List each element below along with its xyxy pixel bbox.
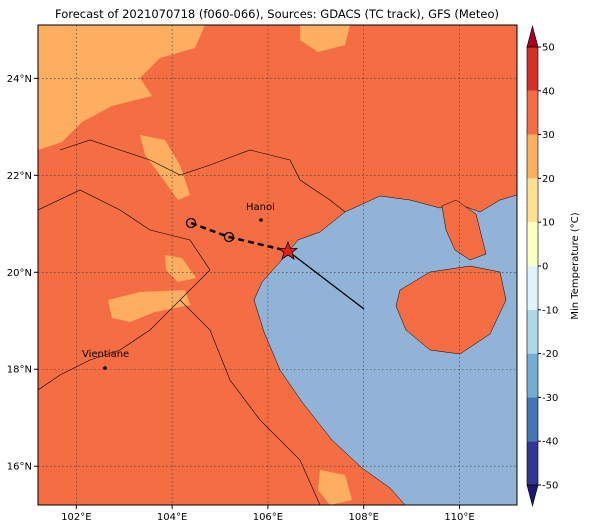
- colorbar-tick-label: -30: [542, 393, 558, 404]
- colorbar-over: [526, 24, 539, 48]
- storm-position: [277, 240, 299, 260]
- colorbar-tick-label: 10: [542, 218, 555, 229]
- track-forecast: [287, 250, 365, 310]
- warm-patch: [300, 25, 350, 52]
- warm-patch: [38, 25, 205, 150]
- track-past: [190, 221, 289, 253]
- colorbar-band: [527, 134, 538, 179]
- y-tick-label: 24°N: [7, 74, 32, 85]
- city-label: Vientiane: [82, 349, 129, 360]
- y-tick-label: 18°N: [7, 365, 32, 376]
- y-tick-label: 20°N: [7, 268, 32, 279]
- colorbar-tick-label: 30: [542, 130, 555, 141]
- axes: 102°E 104°E 106°E 108°E 110°E 16°N 18°N 20°N 22°…: [7, 74, 475, 523]
- colorbar-tick-label: 40: [542, 86, 555, 97]
- track-point: [185, 217, 197, 229]
- warm-patch: [318, 470, 352, 505]
- colorbar-band: [527, 47, 538, 91]
- colorbar-band: [527, 222, 538, 266]
- colorbar-band: [527, 441, 538, 485]
- colorbar-tick-label: -20: [542, 349, 558, 360]
- x-tick-label: 106°E: [253, 512, 283, 523]
- colorbar-tick-label: -50: [542, 481, 558, 492]
- colorbar-tick-label: 20: [542, 174, 555, 185]
- city-dot: [259, 218, 263, 222]
- warm-patch: [165, 255, 196, 282]
- x-tick-label: 102°E: [61, 512, 91, 523]
- border: [179, 299, 321, 505]
- city-dot: [103, 366, 107, 370]
- colorbar-band: [527, 178, 538, 223]
- title: Forecast of 2021070718 (f060-066), Sourc…: [55, 7, 499, 21]
- colorbar-band: [527, 353, 538, 398]
- colorbar: -50 -40 -30 -20 -10 0 10 20 30 40 50: [526, 24, 558, 508]
- colorbar-band: [527, 266, 538, 310]
- colorbar-tick-label: 50: [542, 43, 555, 54]
- hainan: [395, 265, 507, 355]
- colorbar-band: [527, 397, 538, 442]
- y-tick-label: 16°N: [7, 462, 32, 473]
- colorbar-label: Min Temperature (°C): [570, 212, 581, 319]
- map-frame: [37, 24, 518, 506]
- colorbar-tick-label: -40: [542, 437, 558, 448]
- colorbar-tick-label: 0: [542, 262, 548, 273]
- colorbar-band: [527, 90, 538, 135]
- colorbar-band: [527, 309, 538, 354]
- x-tick-label: 110°E: [444, 512, 474, 523]
- warm-patch: [108, 290, 190, 322]
- border: [38, 189, 211, 391]
- x-tick-label: 108°E: [349, 512, 379, 523]
- x-tick-label: 104°E: [157, 512, 187, 523]
- y-tick-label: 22°N: [7, 171, 32, 182]
- grid: [38, 25, 517, 505]
- city-label: Hanoi: [246, 202, 275, 213]
- colorbar-under: [526, 484, 539, 508]
- track-point: [223, 231, 235, 243]
- border: [59, 139, 346, 213]
- colorbar-tick-label: -10: [542, 305, 558, 316]
- map-area: Hanoi Vientiane: [38, 25, 517, 505]
